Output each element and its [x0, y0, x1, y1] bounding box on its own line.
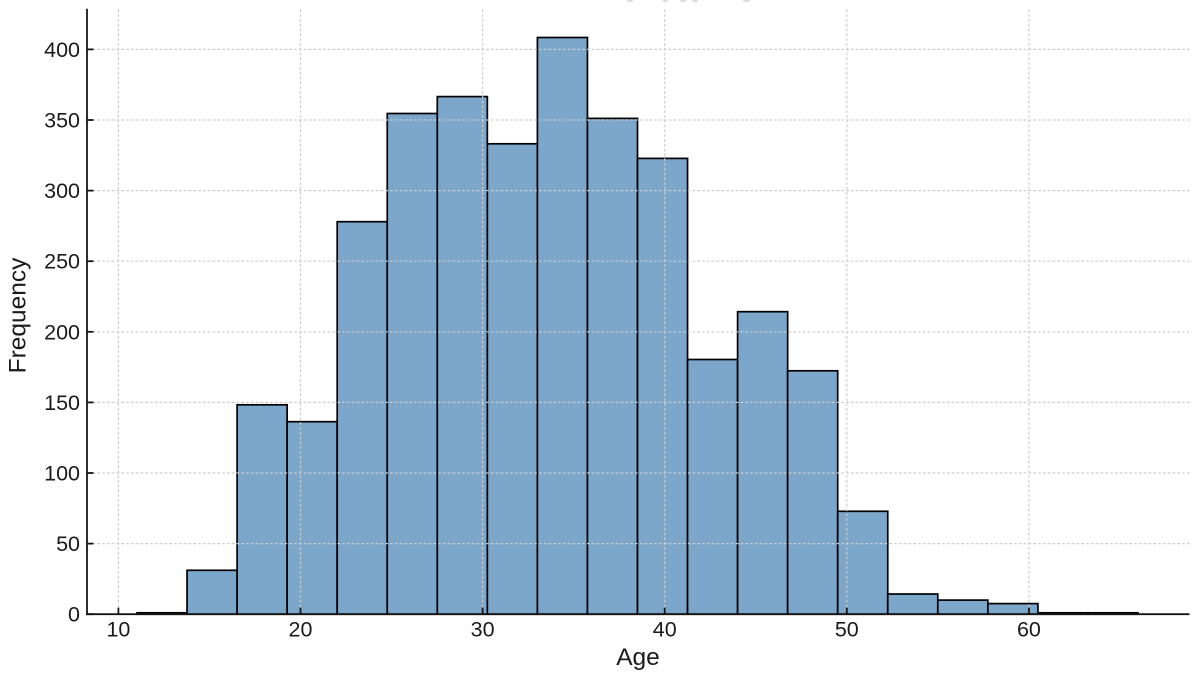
- svg-text:100: 100: [44, 462, 80, 486]
- svg-text:350: 350: [44, 109, 80, 133]
- svg-text:20: 20: [289, 618, 313, 642]
- svg-text:40: 40: [653, 618, 677, 642]
- svg-text:30: 30: [471, 618, 495, 642]
- svg-text:60: 60: [1017, 618, 1041, 642]
- svg-text:50: 50: [835, 618, 859, 642]
- svg-text:50: 50: [56, 532, 80, 556]
- svg-text:10: 10: [106, 618, 130, 642]
- svg-text:200: 200: [44, 320, 80, 344]
- svg-text:0: 0: [68, 603, 80, 627]
- svg-text:Frequency: Frequency: [5, 257, 32, 374]
- svg-text:300: 300: [44, 179, 80, 203]
- svg-text:400: 400: [44, 38, 80, 62]
- svg-text:Age: Age: [616, 644, 660, 671]
- svg-text:150: 150: [44, 391, 80, 415]
- svg-text:250: 250: [44, 250, 80, 274]
